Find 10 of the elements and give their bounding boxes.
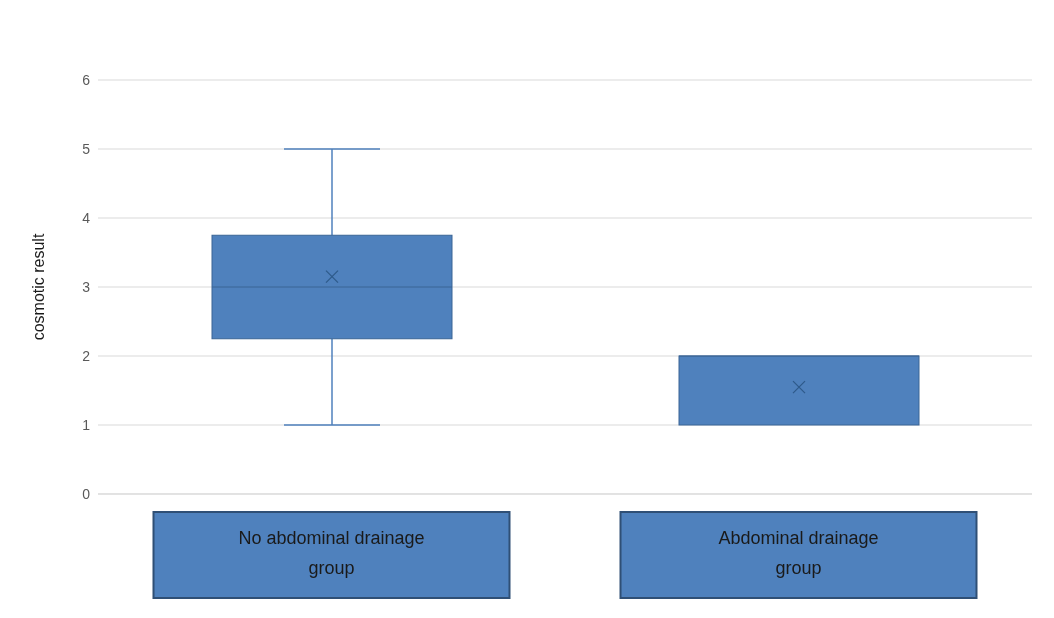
y-tick-label: 6 <box>82 71 91 88</box>
y-axis-title: cosmotic result <box>29 233 47 341</box>
y-tick-label: 1 <box>82 416 91 433</box>
x-tick-label: No abdominal drainage group <box>238 528 425 578</box>
y-tick-label: 3 <box>82 278 91 295</box>
y-tick-label: 4 <box>82 209 91 226</box>
y-tick-label: 5 <box>82 140 91 157</box>
x-tick-label: Abdominal drainage group <box>718 528 879 578</box>
y-tick-label: 2 <box>82 347 91 364</box>
y-tick-label: 0 <box>82 485 91 502</box>
